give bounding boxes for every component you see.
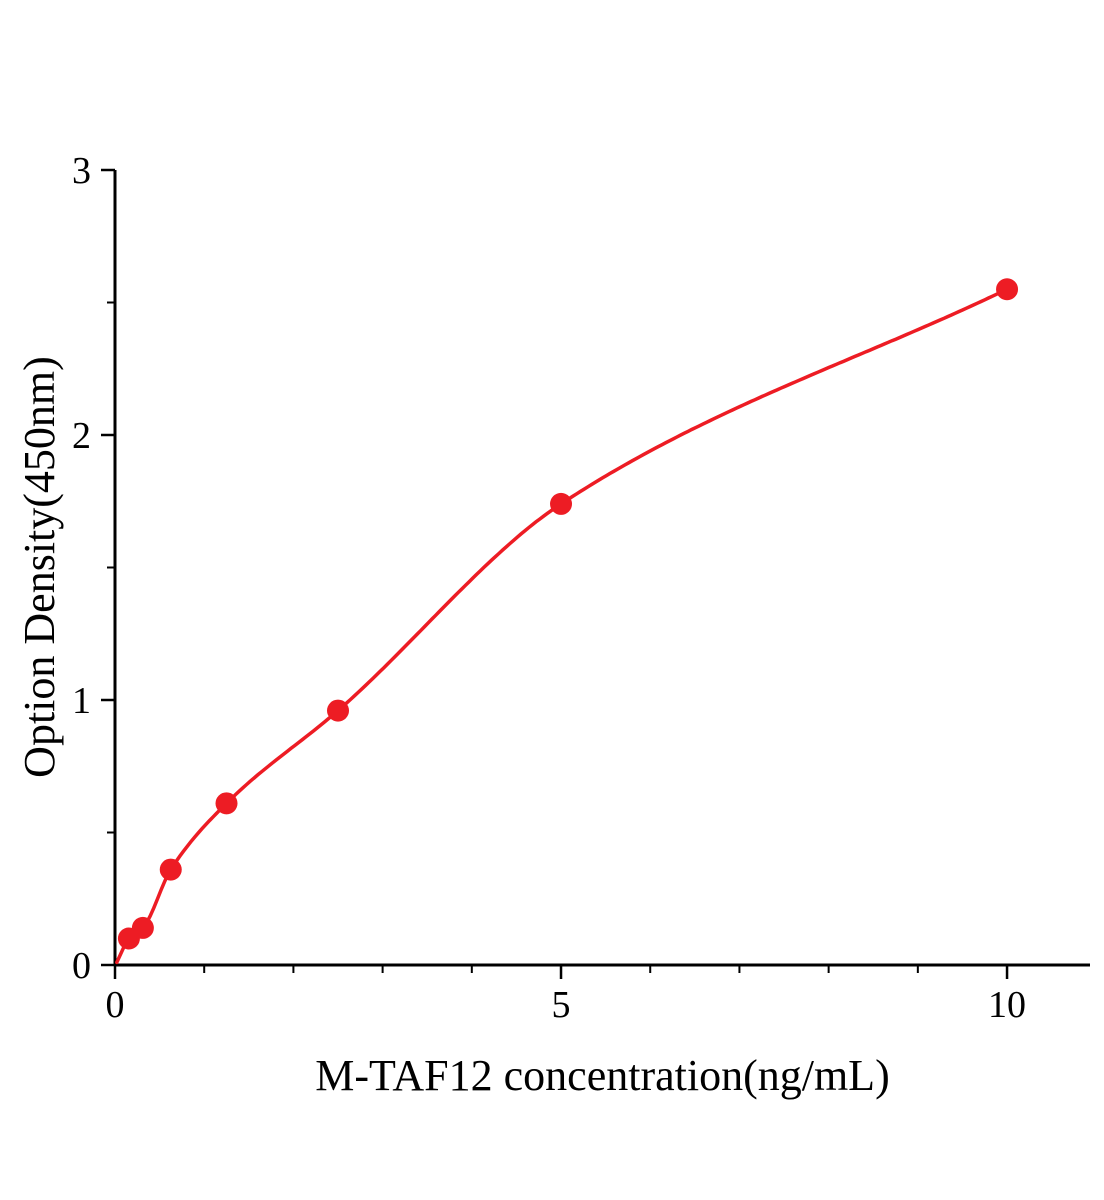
x-tick-label: 10 bbox=[988, 984, 1026, 1026]
y-axis-title: Option Density(450nm) bbox=[15, 356, 64, 778]
y-tick-label: 3 bbox=[72, 150, 91, 192]
x-axis-title: M-TAF12 concentration(ng/mL) bbox=[315, 1051, 890, 1100]
fit-curve bbox=[115, 287, 1009, 965]
y-tick-label: 0 bbox=[72, 945, 91, 987]
x-tick-label: 0 bbox=[106, 984, 125, 1026]
y-tick-label: 1 bbox=[72, 680, 91, 722]
data-point bbox=[996, 278, 1019, 301]
y-tick-label: 2 bbox=[72, 415, 91, 457]
data-point bbox=[159, 858, 182, 881]
data-point bbox=[215, 792, 238, 815]
data-point bbox=[327, 699, 350, 722]
x-tick-label: 5 bbox=[552, 984, 571, 1026]
data-point bbox=[550, 492, 573, 515]
data-point bbox=[131, 916, 154, 939]
